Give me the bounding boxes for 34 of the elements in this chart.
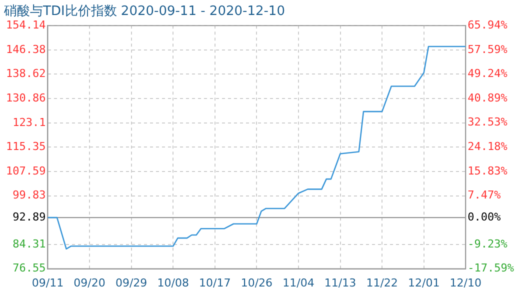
x-tick-label: 12/01 — [408, 276, 440, 290]
x-tick-label: 10/08 — [157, 276, 189, 290]
x-tick-label: 11/13 — [324, 276, 356, 290]
y2-tick-label: 0.00% — [468, 210, 502, 224]
y2-tick-label: -9.23% — [468, 237, 508, 250]
y2-tick-label: 40.89% — [468, 91, 508, 104]
y2-tick-label: 49.24% — [468, 67, 508, 80]
y-tick-label: 92.89 — [12, 210, 46, 224]
y2-tick-label: 24.18% — [468, 140, 508, 154]
chart-title: 硝酸与TDI比价指数 2020-09-11 - 2020-12-10 — [3, 4, 285, 20]
x-tick-label: 10/17 — [199, 276, 231, 290]
y2-tick-label: 32.53% — [468, 116, 508, 129]
y2-tick-label: 15.83% — [468, 164, 508, 178]
y2-tick-label: 65.94% — [468, 18, 508, 32]
y2-tick-label: 7.47% — [468, 188, 502, 202]
y-tick-label: 115.35 — [6, 140, 46, 154]
x-tick-label: 09/29 — [115, 276, 148, 290]
x-tick-label: 09/20 — [74, 276, 106, 290]
y2-tick-label: 57.59% — [468, 42, 508, 56]
y-tick-label: 99.83 — [12, 188, 46, 202]
y-tick-label: 123.1 — [12, 116, 46, 129]
x-tick-label: 11/04 — [282, 276, 314, 290]
y-tick-label: 146.38 — [6, 42, 46, 56]
x-tick-label: 09/11 — [32, 276, 64, 290]
x-tick-label: 10/26 — [240, 276, 273, 290]
x-tick-label: 11/22 — [366, 276, 398, 290]
y-tick-label: 154.14 — [6, 18, 46, 32]
y-tick-label: 138.62 — [6, 67, 46, 80]
x-tick-label: 12/10 — [450, 276, 482, 290]
y-tick-label: 84.31 — [12, 237, 46, 250]
y-tick-label: 130.86 — [6, 91, 46, 104]
y2-tick-label: -17.59% — [468, 262, 514, 275]
y-tick-label: 76.55 — [12, 262, 46, 275]
y-tick-label: 107.59 — [6, 164, 46, 178]
